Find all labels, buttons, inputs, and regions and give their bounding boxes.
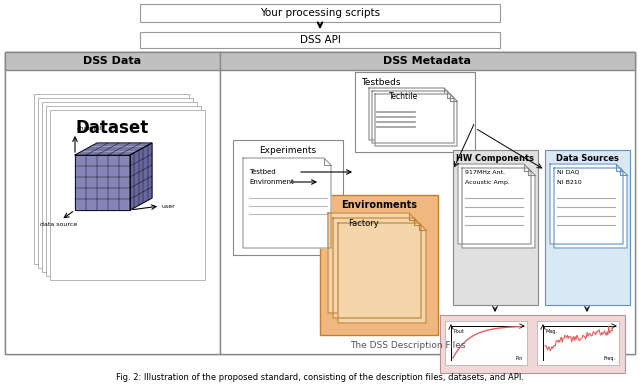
Bar [50,110,205,280]
Text: Freq.: Freq. [603,356,615,361]
Bar [440,315,625,373]
Polygon shape [375,94,457,146]
Bar [445,321,527,365]
Bar [453,150,538,305]
Polygon shape [333,218,421,318]
Bar [46,106,201,276]
Text: Environments: Environments [341,200,417,210]
Bar [42,102,197,272]
Bar [5,52,220,70]
Text: 917MHz Ant.: 917MHz Ant. [465,169,505,174]
Bar [5,52,220,354]
Text: Pin: Pin [516,356,523,361]
Polygon shape [458,164,531,244]
Text: HW Components: HW Components [456,154,534,163]
Bar [355,72,475,152]
Text: Environment: Environment [249,179,294,185]
Bar [233,140,343,255]
Polygon shape [550,164,623,244]
Text: Dataset: Dataset [76,119,148,137]
Text: Acoustic Amp.: Acoustic Amp. [465,180,510,185]
Bar [5,52,635,354]
Bar [545,150,630,305]
Text: Data Sources: Data Sources [556,154,618,163]
Polygon shape [462,168,535,248]
Polygon shape [75,143,152,155]
Text: The DSS Description Files: The DSS Description Files [350,341,465,350]
Bar [537,321,619,365]
Polygon shape [328,213,416,313]
Text: user: user [162,203,176,209]
Bar [34,94,189,264]
Polygon shape [243,158,331,248]
Text: NI B210: NI B210 [557,180,582,185]
Text: Factory: Factory [348,218,379,227]
Bar [220,52,635,70]
Text: Pout: Pout [453,329,464,334]
Polygon shape [338,223,426,323]
Bar [38,98,193,268]
Text: channel: channel [77,126,102,131]
Text: Your processing scripts: Your processing scripts [260,8,380,18]
Polygon shape [75,155,130,210]
Text: Experiments: Experiments [259,145,317,154]
Text: Testbeds: Testbeds [361,78,401,87]
Polygon shape [369,88,451,140]
Polygon shape [130,143,152,210]
Text: Testbed: Testbed [249,169,276,175]
Text: NI DAQ: NI DAQ [557,169,579,174]
Bar [320,195,438,335]
Bar [220,52,635,354]
Bar [140,4,500,22]
Bar [140,32,500,48]
Polygon shape [372,91,454,143]
Text: Fig. 2: Illustration of the proposed standard, consisting of the description fil: Fig. 2: Illustration of the proposed sta… [116,374,524,383]
Text: Mag.: Mag. [545,329,557,334]
Text: data source: data source [40,222,77,227]
Polygon shape [554,168,627,248]
Text: DSS Data: DSS Data [83,56,141,66]
Text: DSS Metadata: DSS Metadata [383,56,471,66]
Text: DSS API: DSS API [300,35,340,45]
Text: Techtile: Techtile [389,91,419,100]
